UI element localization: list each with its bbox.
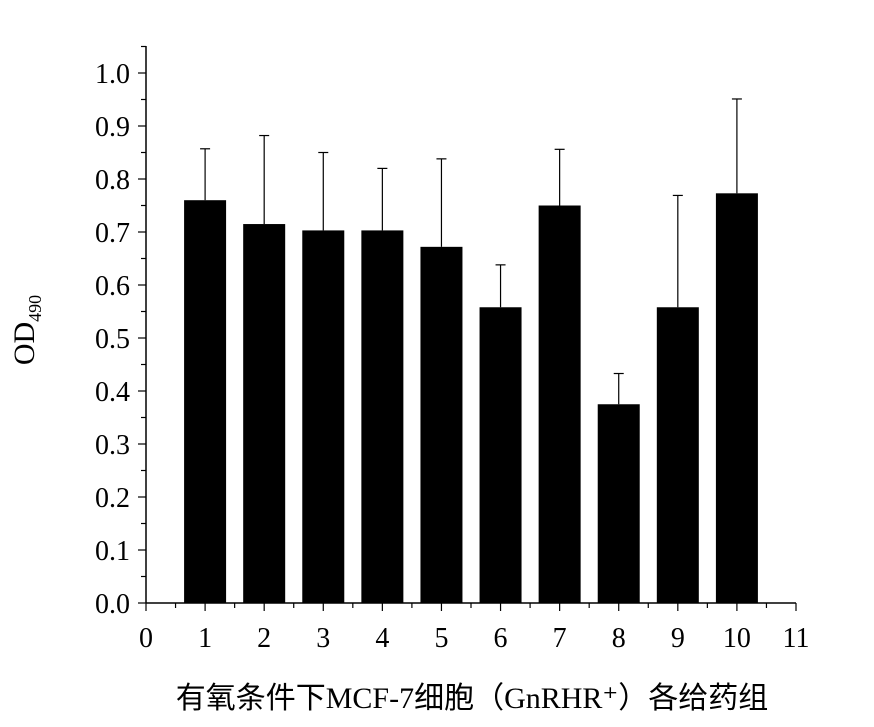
x-tick-label: 4 [375,623,389,654]
bar-4 [361,230,404,603]
bars-group [184,193,758,604]
bar-9 [656,307,699,603]
bar-8 [597,404,640,603]
error-bars-group [200,98,742,405]
x-axis-title: 有氧条件下MCF-7细胞（GnRHR⁺）各给药组 [176,682,769,715]
y-tick-label: 0.1 [95,536,130,567]
bar-7 [538,205,581,603]
x-tick-label: 8 [612,623,626,654]
x-tick-label: 10 [723,623,751,654]
x-tick-label: 2 [257,623,271,654]
y-tick-label: 0.7 [95,218,130,249]
x-tick-label: 9 [671,623,685,654]
x-tick-label: 1 [198,623,212,654]
bar-1 [184,200,227,603]
bar-3 [302,230,345,603]
y-tick-label: 0.0 [95,589,130,620]
x-tick-label: 11 [783,623,810,654]
x-tick-label: 0 [139,623,153,654]
x-tick-label: 5 [434,623,448,654]
y-tick-label: 0.4 [95,377,130,408]
bar-2 [243,224,286,604]
y-tick-label: 0.2 [95,483,130,514]
x-tick-label: 7 [553,623,567,654]
y-axis-title-subscript: 490 [25,295,45,322]
y-axis-title-main: OD [8,322,41,365]
y-ticks-group: 0.0 0.1 0.2 0.3 0.4 0.5 0.6 0.7 0.8 0.9 1.0 [95,45,146,620]
y-tick-label: 0.5 [95,324,130,355]
y-tick-label: 0.8 [95,165,130,196]
bar-10 [715,193,758,603]
x-ticks-group: 0 1 2 3 4 5 6 7 8 9 10 11 [139,603,809,654]
y-tick-label: 0.9 [95,112,130,143]
x-tick-label: 3 [316,623,330,654]
y-axis-title: OD490 [8,295,45,365]
bar-6 [479,307,522,603]
x-tick-label: 6 [494,623,508,654]
y-tick-label: 0.3 [95,430,130,461]
y-tick-label: 0.6 [95,271,130,302]
bar-5 [420,246,463,603]
y-tick-label: 1.0 [95,59,130,90]
